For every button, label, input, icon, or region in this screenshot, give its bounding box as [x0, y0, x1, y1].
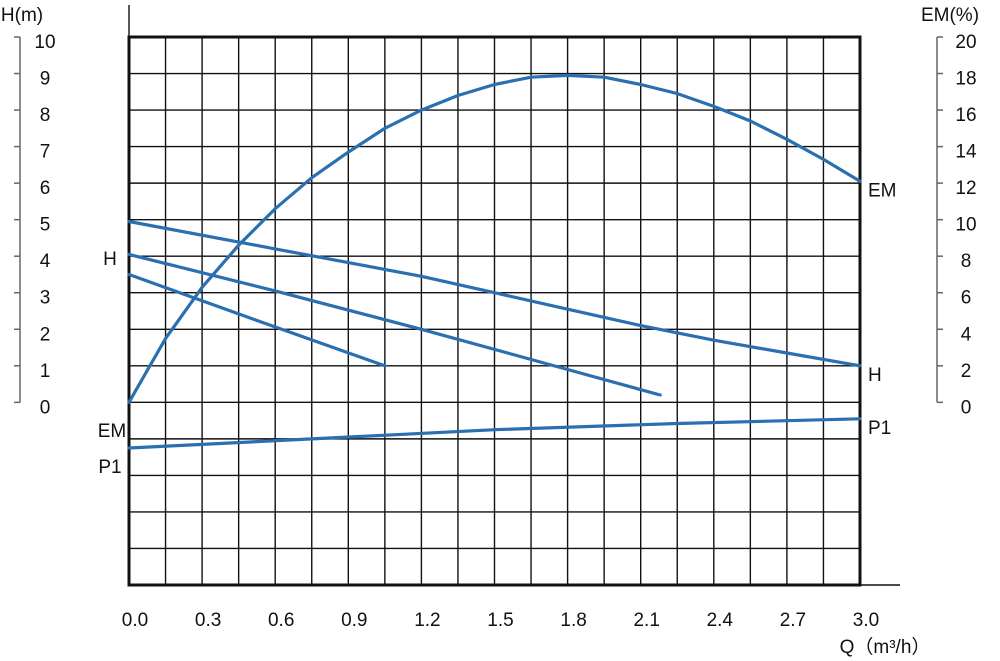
- y2-tick-label: 10: [955, 215, 976, 236]
- y-tick-label: 10: [34, 32, 55, 53]
- y2-tick-label: 14: [955, 142, 977, 163]
- x-tick-label: 0.3: [195, 610, 221, 631]
- x-tick-label: 0.6: [268, 610, 294, 631]
- y2-tick-label: 4: [961, 324, 972, 345]
- y-tick-label: 4: [40, 251, 51, 272]
- x-tick-label: 0.0: [122, 610, 148, 631]
- y2-axis-title: EM(%): [921, 5, 979, 26]
- curve-label: EM: [98, 421, 127, 442]
- y-tick-label: 0: [40, 397, 51, 418]
- x-tick-label: 1.5: [487, 610, 513, 631]
- series-label: P1: [868, 418, 891, 439]
- x-axis-title: Q（m³/h）: [840, 636, 931, 658]
- y-tick-label: 8: [40, 105, 51, 126]
- x-tick-label: 0.9: [341, 610, 367, 631]
- x-tick-label: 2.4: [707, 610, 734, 631]
- y-tick-label: 2: [40, 324, 51, 345]
- x-tick-label: 2.7: [780, 610, 806, 631]
- y2-tick-label: 2: [961, 361, 972, 382]
- y-tick-label: 6: [40, 178, 51, 199]
- y2-tick-label: 8: [961, 251, 972, 272]
- series-label: H: [868, 365, 882, 386]
- curve-label: P1: [98, 457, 121, 478]
- series-label: EM: [868, 180, 897, 201]
- curve: [127, 219, 862, 368]
- y-tick-label: 7: [40, 142, 51, 163]
- plot-frame: [127, 35, 862, 587]
- y2-tick-label: 12: [955, 178, 976, 199]
- y2-tick-label: 20: [955, 32, 976, 53]
- x-tick-label: 2.1: [633, 610, 659, 631]
- y-tick-label: 3: [40, 288, 51, 309]
- y-tick-label: 9: [40, 69, 51, 90]
- y2-tick-label: 6: [961, 288, 972, 309]
- curve: [127, 417, 862, 450]
- curve-label: H: [103, 249, 117, 270]
- curve: [127, 272, 387, 368]
- curve: [127, 73, 862, 404]
- curve: [127, 252, 662, 397]
- x-tick-label: 3.0: [853, 610, 879, 631]
- y-tick-label: 5: [40, 215, 51, 236]
- y-axis-title: H(m): [1, 5, 43, 26]
- x-tick-label: 1.2: [414, 610, 440, 631]
- y2-tick-label: 0: [961, 397, 972, 418]
- y2-tick-label: 16: [955, 105, 976, 126]
- y-tick-label: 1: [40, 361, 51, 382]
- x-tick-label: 1.8: [560, 610, 586, 631]
- y2-tick-label: 18: [955, 69, 976, 90]
